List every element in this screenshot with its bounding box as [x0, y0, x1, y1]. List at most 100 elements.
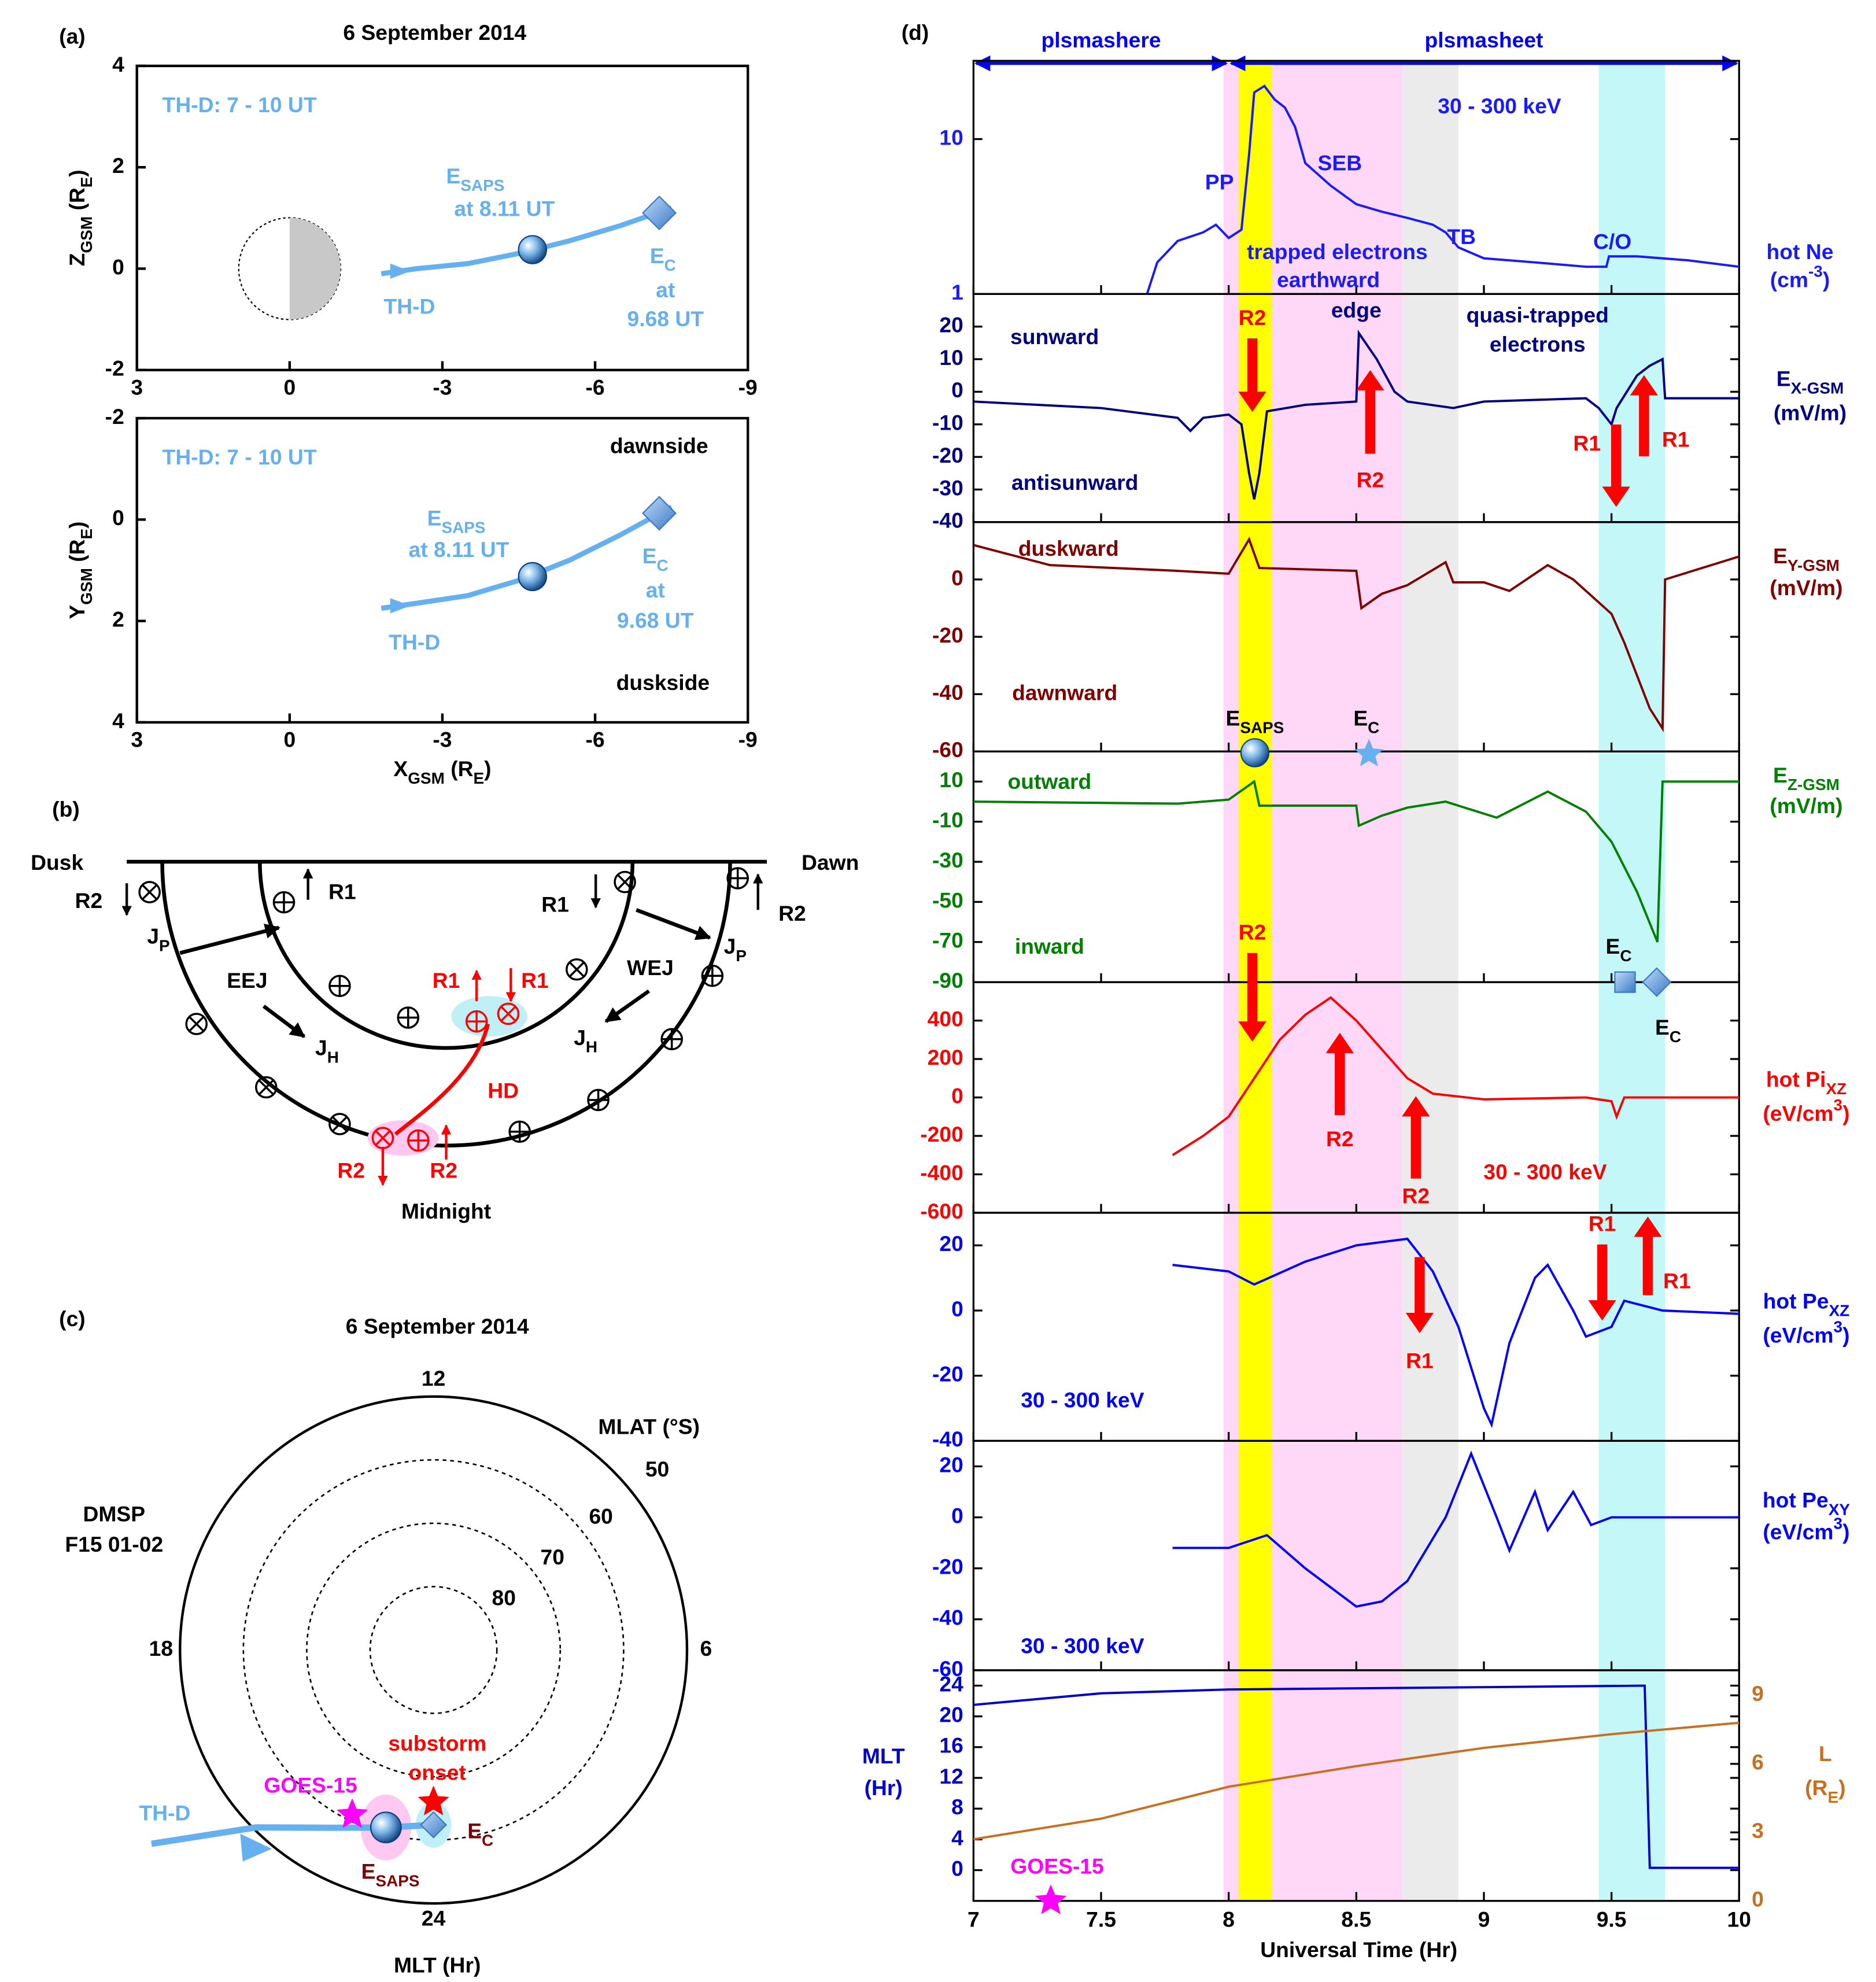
- marker-label: EC: [1606, 934, 1632, 965]
- mlt-label: 6: [700, 1636, 712, 1660]
- x-tick-label: 8.5: [1341, 1907, 1371, 1932]
- mlat-circle: [369, 1586, 498, 1714]
- text-part: E: [427, 505, 442, 530]
- text-part: E: [467, 1818, 482, 1843]
- y-tick-label: 2: [112, 607, 124, 632]
- ec-marker: [641, 195, 677, 231]
- x-tick-label: -6: [586, 728, 605, 752]
- highlight: [451, 996, 527, 1037]
- note: at 8.11 UT: [408, 537, 509, 562]
- mlt-label: 24: [422, 1906, 446, 1930]
- mlat-circle: [306, 1522, 562, 1778]
- series-label: TH-D: [383, 294, 435, 318]
- text-part: E: [1353, 706, 1368, 730]
- y-tick-label: 2: [112, 153, 124, 178]
- text-part: J: [147, 924, 159, 948]
- y-tick-label: 4: [951, 1825, 963, 1850]
- y-axis-label: (eV/cm3): [1763, 1514, 1849, 1544]
- star-marker: [1354, 739, 1384, 767]
- y-tick-label: -90: [932, 968, 963, 992]
- data-line: [973, 329, 1740, 500]
- y-axis-label: EX-GSM: [1777, 366, 1844, 397]
- axis-label: MLAT (°S): [598, 1414, 700, 1438]
- arrow: [179, 924, 280, 955]
- text-part: SAPS: [441, 518, 485, 536]
- arrow-label: R1: [1662, 427, 1690, 451]
- text-part: E: [1773, 544, 1788, 568]
- text-part: J: [574, 1025, 586, 1050]
- side-label: duskside: [616, 670, 710, 695]
- red-arrow: [1588, 1244, 1616, 1321]
- current-symbol: [500, 1006, 516, 1022]
- y-tick-label: -60: [932, 737, 963, 762]
- text-part: E: [474, 769, 485, 787]
- current-symbol: [258, 1079, 274, 1095]
- y-tick-label: 8: [951, 1795, 963, 1819]
- text-part: hot Pe: [1763, 1289, 1829, 1313]
- red-arrow: [1405, 1257, 1434, 1334]
- annotation: SEB: [1318, 151, 1362, 175]
- arrow-label: R2: [1239, 305, 1266, 330]
- text-part: E: [1225, 706, 1240, 730]
- arrow: [604, 989, 651, 1023]
- data-line: [1172, 996, 1740, 1156]
- marker-label: ESAPS: [361, 1859, 420, 1889]
- text-part: 3: [1834, 1096, 1843, 1114]
- arrow-label: R2: [1239, 920, 1266, 944]
- y-axis-label: EZ-GSM: [1773, 763, 1840, 793]
- current-symbol: [138, 881, 161, 903]
- text-part: X: [393, 756, 408, 781]
- annotation: trapped electrons: [1247, 239, 1428, 264]
- current-symbol: [408, 1130, 429, 1151]
- data-line: [973, 1684, 1740, 1869]
- y-tick-label: -2: [105, 404, 124, 429]
- text-part: (R: [65, 187, 89, 216]
- arrow-label: R1: [1573, 431, 1601, 455]
- diagram-label: R2: [75, 888, 103, 913]
- marker-label: EC: [467, 1818, 493, 1849]
- text-part: E: [446, 164, 460, 188]
- series-label: TH-D: [139, 1801, 190, 1825]
- y-axis-label: hot PiXZ: [1766, 1067, 1847, 1098]
- annotation: GOES-15: [1010, 1854, 1104, 1878]
- text-part: E: [361, 1859, 376, 1883]
- esaps-marker: [370, 1811, 402, 1844]
- panel-label: (a): [59, 24, 86, 49]
- x-tick-label: 10: [1727, 1907, 1751, 1932]
- text-part: -3: [1808, 262, 1823, 280]
- current-symbol: [466, 1011, 487, 1032]
- star-marker: [418, 1785, 449, 1815]
- direction-arrow: [240, 1833, 272, 1862]
- arrow: [262, 1005, 306, 1039]
- annotation: edge: [1331, 298, 1382, 322]
- red-arrow: [1634, 1216, 1662, 1296]
- text-part: P: [736, 947, 747, 965]
- y-tick-label: 0: [112, 254, 124, 279]
- text-part: (mV/m): [1770, 793, 1842, 818]
- y-tick-label: -40: [932, 1605, 963, 1630]
- text-part: GSM: [77, 216, 95, 253]
- diagram-label: JH: [574, 1025, 597, 1056]
- diagram-label: R1: [433, 968, 460, 992]
- diagram-label: R1: [541, 892, 569, 917]
- data-line: [1172, 1450, 1740, 1608]
- y2-tick-label: 6: [1752, 1750, 1764, 1774]
- annotation: PP: [1205, 170, 1234, 194]
- x-tick-label: -6: [586, 375, 605, 400]
- esaps-marker: [1240, 738, 1270, 767]
- y-tick-label: -20: [932, 1555, 963, 1579]
- current-symbol: [332, 1116, 348, 1132]
- mlt-label: 12: [422, 1366, 445, 1390]
- direction-arrow: [390, 263, 411, 279]
- arrow-label: R2: [1357, 467, 1384, 492]
- text-part: C: [482, 1831, 493, 1849]
- diagram-label: Dawn: [802, 850, 859, 874]
- text-part: XZ: [1826, 1080, 1847, 1098]
- y-tick-label: -20: [932, 623, 963, 647]
- marker-label: ESAPS: [1225, 706, 1284, 736]
- y-tick-label: -50: [932, 888, 963, 912]
- marker-label: substorm: [388, 1731, 486, 1755]
- diagram-label: (b): [52, 797, 80, 821]
- arrow-label: R1: [1663, 1268, 1691, 1293]
